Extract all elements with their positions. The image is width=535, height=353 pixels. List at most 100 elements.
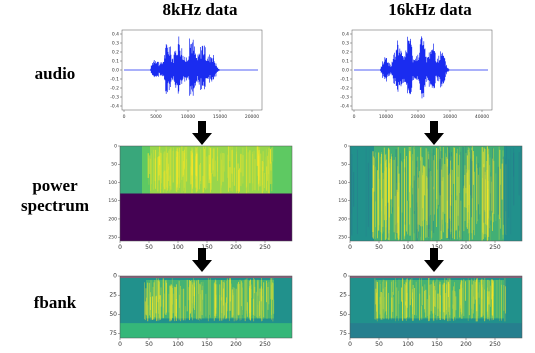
y-tick-label: -0.3 xyxy=(340,95,349,101)
row-label-fbank-text: fbank xyxy=(33,293,77,312)
x-tick-label: 100 xyxy=(402,341,414,348)
y-tick-label: -0.4 xyxy=(110,104,119,110)
empty-high-mel-band xyxy=(120,323,292,338)
x-tick-label: 100 xyxy=(402,244,414,251)
x-tick-label: 40000 xyxy=(475,114,489,120)
y-tick-label: 50 xyxy=(341,162,347,168)
y-tick-label: 250 xyxy=(338,235,347,241)
y-tick-label: 0.4 xyxy=(112,32,119,38)
x-tick-label: 100 xyxy=(172,244,184,251)
row-label-fbank: fbank xyxy=(0,293,110,313)
x-tick-label: 100 xyxy=(172,341,184,348)
waveform-trace xyxy=(150,36,220,96)
row-label-audio: audio xyxy=(0,64,110,84)
y-tick-label: 25 xyxy=(109,292,117,299)
y-tick-label: -0.2 xyxy=(340,86,349,92)
row-label-power-spectrum: power spectrum xyxy=(0,176,110,216)
y-tick-label: -0.3 xyxy=(110,95,119,101)
x-tick-label: 0 xyxy=(353,114,356,120)
down-arrow-icon xyxy=(192,248,212,272)
y-tick-label: 150 xyxy=(338,198,347,204)
x-tick-label: 20000 xyxy=(245,114,259,120)
y-tick-label: -0.2 xyxy=(110,86,119,92)
y-tick-label: 0.1 xyxy=(342,59,349,65)
y-tick-label: 25 xyxy=(339,292,347,299)
x-tick-label: 150 xyxy=(431,244,443,251)
down-arrow-icon xyxy=(192,121,212,145)
x-tick-label: 250 xyxy=(489,341,501,348)
x-tick-label: 50 xyxy=(375,341,383,348)
x-tick-label: 15000 xyxy=(213,114,227,120)
y-tick-label: 0.4 xyxy=(342,32,349,38)
x-tick-label: 250 xyxy=(259,244,271,251)
y-tick-label: 50 xyxy=(109,311,117,318)
x-tick-label: 0 xyxy=(348,244,352,251)
x-tick-label: 250 xyxy=(489,244,501,251)
y-tick-label: 0 xyxy=(344,144,347,150)
x-tick-label: 200 xyxy=(460,244,472,251)
x-tick-label: 50 xyxy=(145,341,153,348)
empty-high-frequency-band xyxy=(120,193,292,241)
y-tick-label: -0.4 xyxy=(340,104,349,110)
y-tick-label: 0.0 xyxy=(342,68,349,74)
y-tick-label: 200 xyxy=(338,216,347,222)
x-tick-label: 200 xyxy=(230,244,242,251)
y-tick-label: 75 xyxy=(109,330,117,337)
x-tick-label: 50 xyxy=(375,244,383,251)
plot-frame xyxy=(119,275,293,339)
y-tick-label: 0.2 xyxy=(112,50,119,56)
y-tick-label: 0 xyxy=(114,144,117,150)
column-title-8khz: 8kHz data xyxy=(162,0,238,19)
row-label-audio-text: audio xyxy=(34,64,76,83)
x-tick-label: 0 xyxy=(348,341,352,348)
x-tick-label: 20000 xyxy=(411,114,425,120)
down-arrow-icon xyxy=(424,248,444,272)
x-tick-label: 150 xyxy=(431,341,443,348)
y-tick-label: 100 xyxy=(108,180,117,186)
x-tick-label: 150 xyxy=(201,341,213,348)
waveform-plot-8khz: 0.4 0.3 0.2 0.1 0.0 -0.1 -0.2 -0.3 -0.4 0 5000 1000… xyxy=(110,29,263,120)
speech-energy-region xyxy=(146,280,274,319)
y-tick-label: 0.3 xyxy=(112,41,119,47)
x-tick-label: 0 xyxy=(123,114,126,120)
y-tick-label: 0.1 xyxy=(112,59,119,65)
y-tick-label: 50 xyxy=(339,311,347,318)
y-tick-label: 0.2 xyxy=(342,50,349,56)
y-tick-label: 50 xyxy=(111,162,117,168)
silence-region xyxy=(120,146,142,194)
x-tick-label: 250 xyxy=(259,341,271,348)
plot-frame xyxy=(349,275,523,339)
x-tick-label: 50 xyxy=(145,244,153,251)
x-tick-label: 5000 xyxy=(150,114,162,120)
x-tick-label: 0 xyxy=(118,341,122,348)
x-tick-label: 200 xyxy=(230,341,242,348)
x-tick-label: 200 xyxy=(460,341,472,348)
y-tick-label: 150 xyxy=(108,198,117,204)
x-tick-label: 10000 xyxy=(181,114,195,120)
plot-frame xyxy=(119,145,293,242)
y-tick-label: -0.1 xyxy=(340,77,349,83)
y-tick-label: 100 xyxy=(338,180,347,186)
column-title-16khz: 16kHz data xyxy=(388,0,472,19)
row-label-spectrum-text: spectrum xyxy=(21,196,89,215)
waveform-plot-16khz: 0.4 0.3 0.2 0.1 0.0 -0.1 -0.2 -0.3 -0.4 0 10000 200… xyxy=(340,29,493,120)
plot-frame xyxy=(349,145,523,242)
high-mel-band xyxy=(350,323,522,338)
y-tick-label: 200 xyxy=(108,216,117,222)
y-tick-label: 75 xyxy=(339,330,347,337)
x-tick-label: 10000 xyxy=(379,114,393,120)
y-tick-label: 0.3 xyxy=(342,41,349,47)
row-label-power-text: power xyxy=(32,176,78,195)
x-tick-label: 0 xyxy=(118,244,122,251)
fbank-top-edge xyxy=(350,276,522,278)
y-tick-label: 250 xyxy=(108,235,117,241)
x-tick-label: 150 xyxy=(201,244,213,251)
waveform-trace xyxy=(380,36,450,99)
y-tick-label: 0.0 xyxy=(112,68,119,74)
y-tick-label: 0 xyxy=(113,273,117,280)
x-tick-label: 30000 xyxy=(443,114,457,120)
